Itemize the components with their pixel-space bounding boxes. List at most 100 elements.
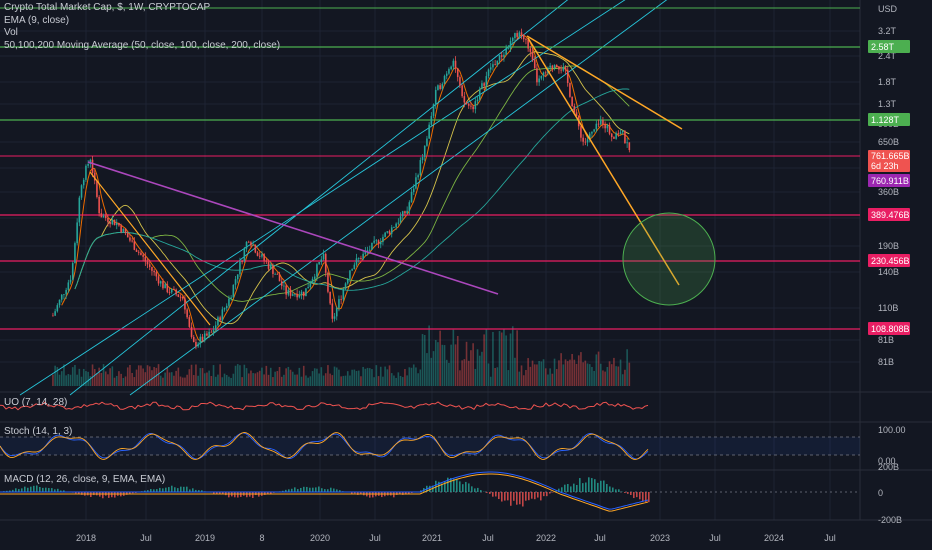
time-axis-tick-label: 2018 bbox=[76, 533, 96, 543]
candle-body bbox=[168, 292, 171, 293]
candle-body bbox=[335, 307, 338, 317]
volume-bar bbox=[298, 367, 301, 386]
volume-bar bbox=[69, 374, 72, 386]
candle-body bbox=[520, 32, 523, 35]
volume-bar bbox=[60, 371, 63, 386]
volume-bar bbox=[173, 375, 175, 386]
price-axis-tick-label: 110B bbox=[878, 303, 898, 313]
level-tag-2-58t-bg bbox=[868, 40, 910, 53]
candle-body bbox=[509, 40, 512, 49]
candle-body bbox=[542, 72, 545, 77]
macd-histogram-bar bbox=[636, 492, 638, 498]
volume-bar bbox=[448, 362, 450, 386]
legend-moving-average[interactable]: 50,100,200 Moving Average (50, close, 10… bbox=[4, 39, 281, 51]
channel-middle-line bbox=[69, 0, 569, 396]
pane-separators bbox=[0, 0, 932, 521]
macd-histogram-bar bbox=[144, 490, 146, 492]
macd-histogram-bar bbox=[372, 492, 374, 498]
level-tag-230b: 230.456B bbox=[871, 256, 910, 266]
macd-histogram-bar bbox=[522, 492, 524, 507]
candle-body bbox=[289, 289, 292, 296]
volume-bar bbox=[580, 352, 582, 386]
legend-vol[interactable]: Vol bbox=[4, 27, 18, 38]
macd-histogram-bar bbox=[489, 492, 491, 494]
volume-bar bbox=[58, 374, 61, 386]
candle-body bbox=[203, 333, 206, 341]
uo-label[interactable]: UO (7, 14, 28) bbox=[4, 397, 68, 408]
macd-histogram-bar bbox=[216, 492, 218, 495]
volume-bar bbox=[595, 354, 598, 386]
volume-bar bbox=[340, 376, 342, 386]
volume-bar bbox=[157, 364, 160, 386]
candle-body bbox=[272, 265, 274, 274]
candle-body bbox=[599, 120, 602, 125]
volume-bar bbox=[313, 368, 316, 386]
candle-body bbox=[551, 65, 554, 69]
macd-label[interactable]: MACD (12, 26, close, 9, EMA, EMA) bbox=[4, 474, 166, 485]
volume-bar bbox=[439, 330, 441, 386]
volume-bar bbox=[443, 345, 446, 386]
volume-bar bbox=[250, 370, 252, 386]
macd-histogram-bar bbox=[36, 485, 38, 492]
volume-bar bbox=[115, 375, 118, 386]
macd-histogram-bar bbox=[465, 481, 467, 492]
volume-bar bbox=[382, 376, 384, 386]
macd-histogram-bar bbox=[453, 479, 455, 492]
volume-bar bbox=[228, 376, 230, 386]
volume-bar bbox=[452, 329, 455, 386]
macd-histogram-bar bbox=[459, 481, 461, 492]
stoch-band bbox=[0, 437, 860, 455]
macd-histogram-bar bbox=[396, 492, 398, 495]
macd-histogram-bar bbox=[234, 492, 236, 498]
volume-bar bbox=[234, 365, 237, 386]
volume-bar bbox=[104, 371, 107, 386]
legend-ema[interactable]: EMA (9, close) bbox=[4, 14, 70, 26]
volume-bar bbox=[133, 377, 136, 386]
stoch-label[interactable]: Stoch (14, 1, 3) bbox=[4, 426, 73, 437]
last-price-countdown: 6d 23h bbox=[871, 161, 899, 171]
volume-bar bbox=[485, 329, 488, 386]
volume-bar bbox=[111, 366, 114, 386]
volume-bar bbox=[247, 373, 250, 386]
volume-bar bbox=[291, 371, 294, 386]
macd-histogram-bar bbox=[24, 486, 26, 492]
price-axis-tick-label: 190B bbox=[878, 241, 899, 251]
candle-body bbox=[133, 241, 136, 250]
candle-body bbox=[60, 294, 63, 300]
candle-body bbox=[417, 175, 419, 178]
volume-bar bbox=[201, 368, 204, 386]
volume-bar bbox=[349, 375, 351, 386]
macd-histogram-bar bbox=[300, 487, 302, 492]
macd-histogram-bar bbox=[282, 490, 284, 492]
price-axis-tick-label: 140B bbox=[878, 267, 899, 277]
macd-histogram-bar bbox=[324, 489, 326, 492]
volume-bar bbox=[487, 363, 490, 386]
volume-bar bbox=[170, 372, 173, 386]
volume-bar bbox=[256, 372, 259, 386]
macd-histogram-bar bbox=[195, 489, 197, 492]
candle-body bbox=[406, 210, 408, 214]
volume-bar bbox=[467, 360, 470, 386]
macd-histogram-bar bbox=[264, 492, 266, 495]
candle-body bbox=[208, 331, 210, 336]
volume-bar bbox=[500, 332, 503, 386]
candle-body bbox=[604, 124, 606, 129]
macd-histogram-bar bbox=[285, 489, 287, 492]
candle-body bbox=[349, 270, 351, 279]
volume-bar bbox=[254, 373, 257, 386]
candle-body bbox=[118, 222, 120, 226]
volume-bar bbox=[492, 332, 494, 386]
candle-body bbox=[80, 185, 83, 198]
price-axis-tick-label: 81B bbox=[878, 357, 894, 367]
volume-bar bbox=[430, 357, 433, 386]
legend-main-title[interactable]: Crypto Total Market Cap, $, 1W, CRYPTOCA… bbox=[4, 2, 211, 13]
volume-bar bbox=[540, 361, 543, 386]
candle-body bbox=[375, 240, 378, 242]
channel-lower-line bbox=[129, 0, 668, 396]
volume-bar bbox=[494, 368, 496, 386]
level-tag-1-128t-bg bbox=[868, 113, 910, 126]
candle-body bbox=[129, 237, 131, 241]
volume-bar bbox=[263, 374, 265, 386]
candle-body bbox=[382, 236, 384, 243]
